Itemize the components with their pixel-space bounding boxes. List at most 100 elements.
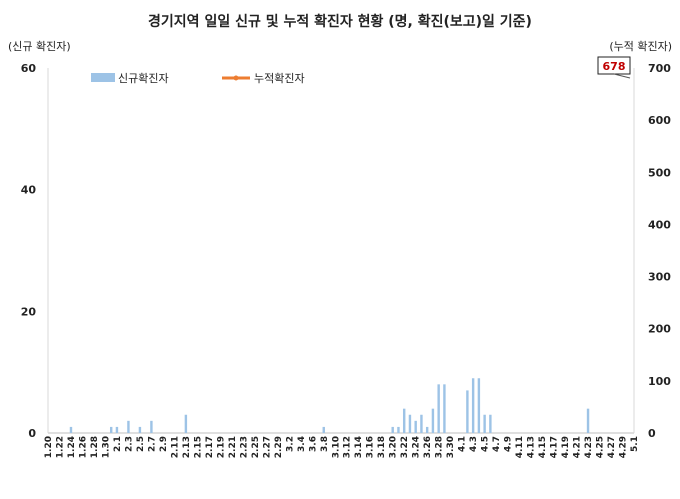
x-tick-label: 2.17 [205,436,215,458]
x-tick-label: 1.20 [44,436,54,458]
bar-new-cases [483,414,486,433]
x-tick-label: 2.13 [182,436,192,458]
bar-new-cases [397,426,400,433]
x-tick-label: 2.21 [228,436,238,458]
y-right-tick-label: 500 [648,166,671,179]
bar-new-cases [471,378,475,433]
x-tick-label: 3.18 [377,436,387,458]
x-tick-label: 3.14 [354,436,364,458]
x-tick-label: 1.22 [55,436,65,458]
x-tick-label: 3.2 [285,436,295,452]
x-tick-label: 2.11 [170,436,180,458]
x-tick-label: 3.12 [343,436,353,458]
x-tick-label: 1.28 [90,436,100,458]
legend-bar-swatch [91,73,115,82]
x-tick-label: 2.1 [113,436,123,452]
x-tick-label: 4.9 [504,436,514,452]
x-tick-label: 4.3 [469,436,479,452]
x-tick-label: 4.23 [584,436,594,458]
bar-new-cases [489,414,492,433]
y-right-tick-label: 600 [648,114,671,127]
bar-new-cases [322,426,325,433]
x-tick-label: 2.3 [124,436,134,452]
bar-new-cases [466,390,469,433]
x-tick-labels: 1.20 1.22 1.24 1.26 1.28 1.30 2.1 2.3 2.5 2.7 2.9 2… [44,436,640,458]
legend-new-cases-label: 신규확진자 [118,72,169,85]
legend-line-marker [233,75,239,81]
bar-new-cases [402,408,406,433]
x-tick-label: 4.5 [481,436,491,452]
bar-new-cases [408,414,412,433]
y-left-axis-label: (신규 확진자) [8,40,71,53]
x-tick-label: 4.29 [619,436,629,458]
x-tick-label: 1.30 [101,436,111,458]
bar-new-cases [138,426,142,433]
x-tick-label: 2.9 [159,436,169,452]
x-tick-label: 3.6 [308,436,318,452]
x-tick-label: 3.16 [366,436,376,458]
x-tick-label: 3.10 [331,436,341,458]
x-tick-label: 4.1 [458,436,468,452]
bar-new-cases [127,420,130,433]
bar-new-cases [115,426,119,433]
x-tick-label: 4.19 [561,436,571,458]
x-tick-label: 2.7 [147,436,157,452]
y-right-tick-label: 200 [648,323,671,336]
y-left-tick-label: 0 [28,427,36,440]
x-tick-label: 3.20 [389,436,399,458]
bar-new-cases [425,426,429,433]
x-tick-label: 2.25 [251,436,261,458]
x-tick-label: 3.4 [297,436,307,452]
x-tick-label: 4.25 [596,436,606,458]
x-tick-label: 2.15 [193,436,203,458]
legend: 신규확진자 누적확진자 [91,72,305,85]
x-tick-label: 1.24 [67,436,77,458]
y-left-tick-label: 20 [21,305,37,318]
x-tick-label: 4.17 [550,436,560,458]
x-tick-label: 3.24 [412,436,422,458]
bar-new-cases [477,378,481,433]
last-value-callout: 678 [597,56,631,79]
bar-new-cases [431,408,435,433]
x-tick-label: 3.26 [423,436,433,458]
bar-new-cases [414,420,417,433]
y-right-tick-labels: 0 100 200 300 400 500 600 700 [648,62,671,440]
y-right-tick-label: 700 [648,62,671,75]
chart-title: 경기지역 일일 신규 및 누적 확진자 현황 (명, 확진(보고)일 기준) [148,13,532,30]
x-tick-label: 4.13 [527,436,537,458]
x-tick-label: 3.30 [446,436,456,458]
bar-new-cases [150,420,153,433]
x-tick-label: 2.19 [216,436,226,458]
legend-cumulative-label: 누적확진자 [254,72,305,85]
y-right-tick-label: 100 [648,375,671,388]
bar-new-cases [69,426,73,433]
y-right-tick-label: 0 [648,427,656,440]
bar-series-new-cases [69,378,590,433]
x-tick-label: 3.28 [435,436,445,458]
x-tick-label: 4.15 [538,436,548,458]
bar-new-cases [184,414,188,433]
callout-leader-line [613,73,631,79]
x-tick-label: 1.26 [78,436,88,458]
plot-frame [47,68,635,434]
y-right-axis-label: (누적 확진자) [609,40,672,53]
y-left-tick-label: 40 [21,184,37,197]
x-tick-label: 3.8 [320,436,330,452]
bar-new-cases [420,414,423,433]
x-tick-label: 2.29 [274,436,284,458]
x-tick-label: 3.22 [400,436,410,458]
y-right-tick-label: 300 [648,271,671,284]
y-right-tick-label: 400 [648,218,671,231]
bar-new-cases [586,408,590,433]
x-tick-label: 4.27 [607,436,617,458]
bar-new-cases [443,384,446,433]
x-tick-label: 2.27 [262,436,272,458]
x-tick-label: 2.5 [136,436,146,452]
x-tick-label: 4.21 [573,436,583,458]
x-tick-label: 5.1 [630,436,640,452]
bar-new-cases [109,426,113,433]
y-left-tick-labels: 0 20 40 60 [21,62,37,440]
y-left-tick-label: 60 [21,62,37,75]
